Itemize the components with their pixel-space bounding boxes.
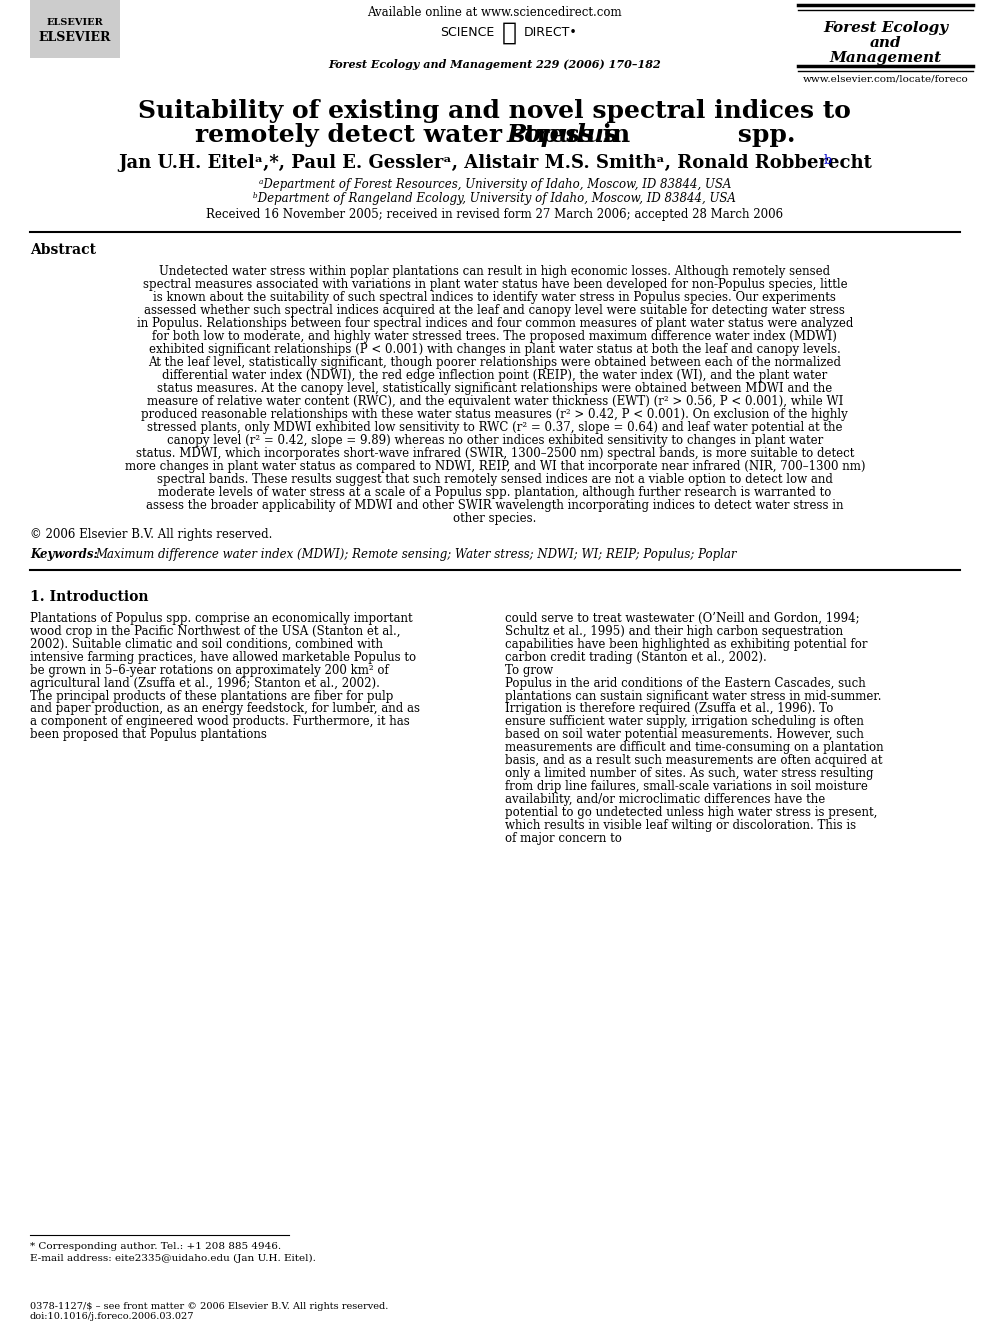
Text: spectral measures associated with variations in plant water status have been dev: spectral measures associated with variat… [143, 278, 847, 291]
Text: E-mail address: eite2335@uidaho.edu (Jan U.H. Eitel).: E-mail address: eite2335@uidaho.edu (Jan… [30, 1254, 315, 1263]
Text: potential to go undetected unless high water stress is present,: potential to go undetected unless high w… [505, 806, 877, 819]
Text: ELSEVIER: ELSEVIER [47, 19, 103, 28]
Text: Schultz et al., 1995) and their high carbon sequestration: Schultz et al., 1995) and their high car… [505, 624, 843, 638]
Text: The principal products of these plantations are fiber for pulp: The principal products of these plantati… [30, 689, 393, 703]
Text: Available online at www.sciencedirect.com: Available online at www.sciencedirect.co… [368, 7, 622, 20]
Text: * Corresponding author. Tel.: +1 208 885 4946.: * Corresponding author. Tel.: +1 208 885… [30, 1242, 281, 1252]
Text: measure of relative water content (RWC), and the equivalent water thickness (EWT: measure of relative water content (RWC),… [147, 396, 843, 409]
Text: carbon credit trading (Stanton et al., 2002).: carbon credit trading (Stanton et al., 2… [505, 651, 767, 664]
Text: Irrigation is therefore required (Zsuffa et al., 1996). To: Irrigation is therefore required (Zsuffa… [505, 703, 833, 716]
Text: Received 16 November 2005; received in revised form 27 March 2006; accepted 28 M: Received 16 November 2005; received in r… [206, 208, 784, 221]
Text: ᵇDepartment of Rangeland Ecology, University of Idaho, Moscow, ID 83844, USA: ᵇDepartment of Rangeland Ecology, Univer… [253, 192, 736, 205]
Text: more changes in plant water status as compared to NDWI, REIP, and WI that incorp: more changes in plant water status as co… [125, 460, 865, 474]
Text: Jan U.H. Eitelᵃ,*, Paul E. Gesslerᵃ, Alistair M.S. Smithᵃ, Ronald Robberecht: Jan U.H. Eitelᵃ,*, Paul E. Gesslerᵃ, Ali… [118, 153, 872, 172]
Text: Forest Ecology: Forest Ecology [823, 21, 948, 34]
Text: basis, and as a result such measurements are often acquired at: basis, and as a result such measurements… [505, 754, 882, 767]
Text: 1. Introduction: 1. Introduction [30, 590, 149, 603]
Text: differential water index (NDWI), the red edge inflection point (REIP), the water: differential water index (NDWI), the red… [163, 369, 827, 382]
Text: doi:10.1016/j.foreco.2006.03.027: doi:10.1016/j.foreco.2006.03.027 [30, 1312, 194, 1322]
Text: Suitability of existing and novel spectral indices to: Suitability of existing and novel spectr… [139, 99, 851, 123]
Text: DIRECT•: DIRECT• [524, 26, 577, 40]
Bar [30, 0, 120, 58]
Text: status measures. At the canopy level, statistically significant relationships we: status measures. At the canopy level, st… [158, 382, 832, 396]
Text: agricultural land (Zsuffa et al., 1996; Stanton et al., 2002).: agricultural land (Zsuffa et al., 1996; … [30, 676, 380, 689]
Text: capabilities have been highlighted as exhibiting potential for: capabilities have been highlighted as ex… [505, 638, 867, 651]
Text: SCIENCE: SCIENCE [440, 26, 495, 40]
Text: moderate levels of water stress at a scale of a Populus spp. plantation, althoug: moderate levels of water stress at a sca… [158, 486, 831, 499]
Text: intensive farming practices, have allowed marketable Populus to: intensive farming practices, have allowe… [30, 651, 416, 664]
Text: stressed plants, only MDWI exhibited low sensitivity to RWC (r² = 0.37, slope = : stressed plants, only MDWI exhibited low… [147, 421, 842, 434]
Text: of major concern to: of major concern to [505, 832, 622, 845]
Text: and paper production, as an energy feedstock, for lumber, and as: and paper production, as an energy feeds… [30, 703, 420, 716]
Text: be grown in 5–6-year rotations on approximately 200 km² of: be grown in 5–6-year rotations on approx… [30, 664, 389, 676]
Text: could serve to treat wastewater (O’Neill and Gordon, 1994;: could serve to treat wastewater (O’Neill… [505, 611, 859, 624]
Text: www.elsevier.com/locate/foreco: www.elsevier.com/locate/foreco [804, 74, 969, 83]
Text: Keywords:: Keywords: [30, 548, 102, 561]
Text: remotely detect water stress in                    spp.: remotely detect water stress in spp. [194, 123, 796, 147]
Text: Populus in the arid conditions of the Eastern Cascades, such: Populus in the arid conditions of the Ea… [505, 676, 866, 689]
Text: a component of engineered wood products. Furthermore, it has: a component of engineered wood products.… [30, 716, 410, 729]
Text: other species.: other species. [453, 512, 537, 525]
Text: Undetected water stress within poplar plantations can result in high economic lo: Undetected water stress within poplar pl… [160, 266, 830, 278]
Text: assessed whether such spectral indices acquired at the leaf and canopy level wer: assessed whether such spectral indices a… [145, 304, 845, 318]
Text: Maximum difference water index (MDWI); Remote sensing; Water stress; NDWI; WI; R: Maximum difference water index (MDWI); R… [95, 548, 736, 561]
Text: © 2006 Elsevier B.V. All rights reserved.: © 2006 Elsevier B.V. All rights reserved… [30, 528, 273, 541]
Text: based on soil water potential measurements. However, such: based on soil water potential measuremen… [505, 729, 864, 741]
Text: assess the broader applicability of MDWI and other SWIR wavelength incorporating: assess the broader applicability of MDWI… [146, 499, 843, 512]
Text: been proposed that Populus plantations: been proposed that Populus plantations [30, 729, 267, 741]
Text: Populus: Populus [507, 123, 619, 147]
Text: To grow: To grow [505, 664, 553, 676]
Text: Forest Ecology and Management 229 (2006) 170–182: Forest Ecology and Management 229 (2006)… [328, 60, 662, 70]
Text: ⓐ: ⓐ [501, 21, 516, 45]
Text: ELSEVIER: ELSEVIER [39, 32, 111, 45]
Text: 0378-1127/$ – see front matter © 2006 Elsevier B.V. All rights reserved.: 0378-1127/$ – see front matter © 2006 El… [30, 1302, 388, 1311]
Text: exhibited significant relationships (P < 0.001) with changes in plant water stat: exhibited significant relationships (P <… [149, 343, 841, 356]
Text: for both low to moderate, and highly water stressed trees. The proposed maximum : for both low to moderate, and highly wat… [153, 331, 837, 343]
Text: At the leaf level, statistically significant, though poorer relationships were o: At the leaf level, statistically signifi… [149, 356, 841, 369]
Text: wood crop in the Pacific Northwest of the USA (Stanton et al.,: wood crop in the Pacific Northwest of th… [30, 624, 401, 638]
Text: canopy level (r² = 0.42, slope = 9.89) whereas no other indices exhibited sensit: canopy level (r² = 0.42, slope = 9.89) w… [167, 434, 823, 447]
Text: ensure sufficient water supply, irrigation scheduling is often: ensure sufficient water supply, irrigati… [505, 716, 864, 729]
Text: Plantations of Populus spp. comprise an economically important: Plantations of Populus spp. comprise an … [30, 611, 413, 624]
Text: ᵃDepartment of Forest Resources, University of Idaho, Moscow, ID 83844, USA: ᵃDepartment of Forest Resources, Univers… [259, 179, 731, 191]
Text: availability, and/or microclimatic differences have the: availability, and/or microclimatic diffe… [505, 794, 825, 806]
Text: status. MDWI, which incorporates short-wave infrared (SWIR, 1300–2500 nm) spectr: status. MDWI, which incorporates short-w… [136, 447, 854, 460]
Text: and: and [870, 36, 902, 50]
Text: Abstract: Abstract [30, 243, 96, 258]
Text: Management: Management [830, 50, 942, 65]
Text: from drip line failures, small-scale variations in soil moisture: from drip line failures, small-scale var… [505, 781, 868, 794]
Text: measurements are difficult and time-consuming on a plantation: measurements are difficult and time-cons… [505, 741, 884, 754]
Text: in Populus. Relationships between four spectral indices and four common measures: in Populus. Relationships between four s… [137, 318, 853, 331]
Text: which results in visible leaf wilting or discoloration. This is: which results in visible leaf wilting or… [505, 819, 856, 832]
Text: b: b [823, 155, 831, 167]
Text: produced reasonable relationships with these water status measures (r² > 0.42, P: produced reasonable relationships with t… [142, 407, 848, 421]
Text: 2002). Suitable climatic and soil conditions, combined with: 2002). Suitable climatic and soil condit… [30, 638, 383, 651]
Text: only a limited number of sites. As such, water stress resulting: only a limited number of sites. As such,… [505, 767, 873, 781]
Text: plantations can sustain significant water stress in mid-summer.: plantations can sustain significant wate… [505, 689, 881, 703]
Text: spectral bands. These results suggest that such remotely sensed indices are not : spectral bands. These results suggest th… [157, 474, 833, 486]
Text: is known about the suitability of such spectral indices to identify water stress: is known about the suitability of such s… [154, 291, 836, 304]
